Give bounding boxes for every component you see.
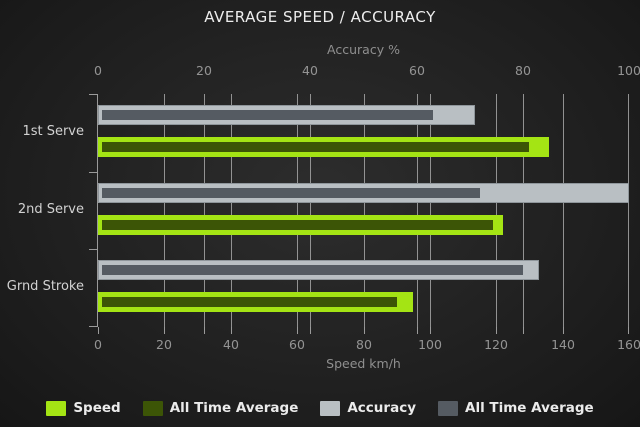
accuracy-all-time-average-bar bbox=[102, 188, 480, 198]
axis-tick bbox=[204, 327, 205, 334]
bottom-tick-label: 0 bbox=[94, 337, 102, 352]
bottom-tick-label: 20 bbox=[156, 337, 172, 352]
legend-swatch bbox=[320, 400, 341, 416]
chart-title: AVERAGE SPEED / ACCURACY bbox=[204, 8, 436, 26]
bottom-axis-title: Speed km/h bbox=[326, 356, 401, 371]
legend-item: Speed bbox=[46, 400, 121, 416]
axis-tick bbox=[89, 94, 97, 95]
axis-tick bbox=[89, 172, 97, 173]
accuracy-bar bbox=[98, 105, 475, 125]
axis-tick bbox=[231, 327, 232, 334]
top-tick-label: 80 bbox=[515, 63, 531, 78]
gridline bbox=[164, 94, 165, 327]
category-label: 2nd Serve bbox=[17, 202, 84, 217]
bottom-tick-label: 140 bbox=[551, 337, 575, 352]
top-tick-label: 100 bbox=[617, 63, 640, 78]
axis-tick bbox=[563, 327, 564, 334]
bottom-tick-label: 40 bbox=[223, 337, 239, 352]
gridline bbox=[297, 94, 298, 327]
gridline bbox=[231, 94, 232, 327]
category-label: 1st Serve bbox=[22, 124, 84, 139]
axis-tick bbox=[297, 327, 298, 334]
bottom-tick-label: 60 bbox=[289, 337, 305, 352]
legend-swatch bbox=[438, 400, 458, 416]
speed-all-time-average-bar bbox=[102, 142, 529, 152]
legend-label: Speed bbox=[73, 400, 121, 416]
legend-label: Accuracy bbox=[347, 400, 416, 416]
axis-tick bbox=[164, 327, 165, 334]
plot-area bbox=[89, 94, 629, 334]
category-label: Grnd Stroke bbox=[6, 279, 84, 294]
gridline bbox=[364, 94, 365, 327]
accuracy-bar bbox=[98, 260, 539, 280]
axis-tick bbox=[496, 327, 497, 334]
speed-bar bbox=[98, 137, 549, 157]
axis-tick bbox=[430, 327, 431, 334]
legend-swatch bbox=[46, 400, 67, 416]
gridline bbox=[523, 94, 524, 327]
axis-tick bbox=[310, 327, 311, 334]
gridline bbox=[310, 94, 311, 327]
axis-tick bbox=[98, 327, 99, 334]
axis-tick bbox=[417, 327, 418, 334]
speed-bar bbox=[98, 215, 503, 235]
gridline bbox=[628, 94, 629, 327]
top-tick-label: 60 bbox=[409, 63, 425, 78]
top-axis-title: Accuracy % bbox=[327, 42, 400, 57]
accuracy-all-time-average-bar bbox=[102, 265, 523, 275]
gridline bbox=[204, 94, 205, 327]
gridline bbox=[417, 94, 418, 327]
bottom-tick-label: 120 bbox=[484, 337, 508, 352]
top-tick-label: 20 bbox=[196, 63, 212, 78]
chart-legend: Speed All Time Average Accuracy All Time Av… bbox=[0, 397, 640, 419]
legend-label: All Time Average bbox=[169, 400, 299, 416]
top-tick-label: 0 bbox=[94, 63, 102, 78]
bottom-tick-label: 160 bbox=[617, 337, 640, 352]
axis-tick bbox=[89, 326, 97, 327]
bottom-tick-label: 80 bbox=[356, 337, 372, 352]
legend-item: All Time Average bbox=[142, 400, 299, 416]
gridline bbox=[496, 94, 497, 327]
axis-tick bbox=[364, 327, 365, 334]
top-tick-label: 40 bbox=[302, 63, 318, 78]
speed-all-time-average-bar bbox=[102, 220, 493, 230]
axis-tick bbox=[523, 327, 524, 334]
legend-label: All Time Average bbox=[465, 400, 594, 416]
speed-bar bbox=[98, 292, 413, 312]
axis-tick bbox=[628, 327, 629, 334]
speed-all-time-average-bar bbox=[102, 297, 397, 307]
axis-tick bbox=[89, 249, 97, 250]
legend-item: Accuracy bbox=[320, 400, 416, 416]
accuracy-all-time-average-bar bbox=[102, 110, 433, 120]
accuracy-bar bbox=[98, 183, 629, 203]
legend-item: All Time Average bbox=[438, 400, 594, 416]
legend-swatch bbox=[142, 400, 163, 416]
gridline bbox=[563, 94, 564, 327]
gridline bbox=[430, 94, 431, 327]
bottom-tick-label: 100 bbox=[418, 337, 442, 352]
